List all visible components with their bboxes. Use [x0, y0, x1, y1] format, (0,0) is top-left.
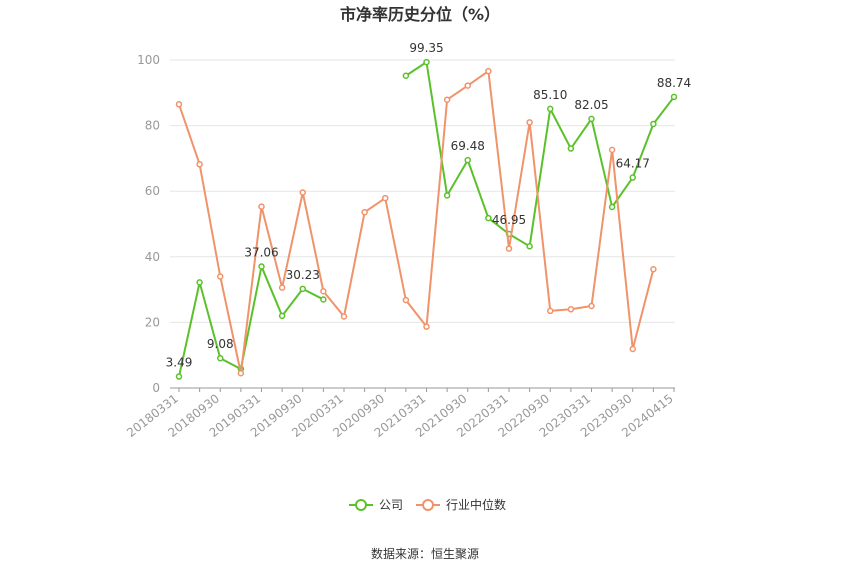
- industry-median-point: [629, 345, 636, 353]
- company-point: [464, 156, 471, 164]
- company-series-line: [405, 61, 675, 248]
- company-point: [299, 285, 306, 293]
- company-point: [588, 115, 595, 123]
- industry-median-point: [299, 189, 306, 196]
- data-label: 88.74: [657, 76, 691, 90]
- data-label: 9.08: [207, 337, 234, 351]
- industry-median-point: [505, 245, 513, 252]
- series-lines: [175, 58, 678, 380]
- grid-lines: [170, 59, 675, 323]
- company-series-line: [178, 265, 324, 377]
- data-source-text: 数据来源：恒生聚源: [371, 546, 479, 561]
- data-label: 30.23: [286, 268, 320, 282]
- data-labels: 3.49 9.08 37.06 30.23 99.35 69.48 46.95 85.10 82…: [166, 41, 692, 369]
- company-point: [650, 120, 657, 128]
- company-point: [278, 312, 286, 320]
- chart-title: 市净率历史分位（%）: [340, 5, 500, 24]
- company-point: [217, 354, 224, 362]
- data-label: 64.17: [616, 157, 650, 171]
- legend-industry-median-marker: [422, 499, 434, 511]
- y-tick-label: 100: [137, 53, 160, 67]
- legend-industry-median-label: 行业中位数: [446, 497, 506, 512]
- industry-median-point: [402, 296, 410, 304]
- industry-median-point: [423, 323, 430, 330]
- industry-median-point: [217, 273, 224, 280]
- company-point: [402, 72, 410, 79]
- industry-median-point: [650, 266, 657, 273]
- company-point: [547, 105, 554, 113]
- y-tick-label: 20: [145, 315, 160, 329]
- company-point: [196, 279, 203, 286]
- company-point: [423, 58, 430, 66]
- data-label: 99.35: [409, 41, 443, 55]
- industry-median-point: [196, 161, 203, 168]
- industry-median-point: [237, 369, 245, 377]
- industry-median-series-line: [178, 70, 655, 375]
- company-point: [175, 373, 183, 380]
- legend-company-label: 公司: [379, 498, 403, 512]
- industry-median-point: [175, 101, 183, 108]
- company-point: [526, 243, 533, 250]
- data-label: 85.10: [533, 88, 567, 102]
- legend[interactable]: 公司 行业中位数: [349, 497, 506, 512]
- industry-median-point: [526, 119, 533, 126]
- industry-median-point: [258, 203, 265, 210]
- data-label: 82.05: [574, 98, 608, 112]
- y-tick-label: 0: [152, 381, 160, 395]
- y-tick-label: 80: [145, 119, 160, 133]
- industry-median-point: [382, 194, 389, 202]
- legend-company-marker: [355, 499, 367, 511]
- industry-median-point: [464, 82, 471, 89]
- industry-median-point: [361, 208, 368, 216]
- company-point: [567, 145, 575, 152]
- y-tick-label: 40: [145, 250, 160, 264]
- company-point: [258, 263, 265, 270]
- industry-median-point: [567, 306, 575, 313]
- industry-median-point: [278, 284, 286, 291]
- data-label: 37.06: [244, 245, 278, 259]
- industry-median-point: [340, 313, 348, 320]
- industry-median-point: [320, 287, 327, 295]
- data-label: 3.49: [166, 356, 193, 370]
- company-point: [629, 174, 636, 181]
- industry-median-point: [443, 96, 451, 103]
- industry-median-point: [588, 302, 595, 310]
- company-point: [443, 192, 451, 199]
- company-point: [670, 93, 678, 101]
- company-point: [485, 214, 492, 222]
- data-label: 69.48: [451, 139, 485, 153]
- industry-median-point: [547, 307, 554, 315]
- company-point: [608, 203, 616, 211]
- y-tick-label: 60: [145, 184, 160, 198]
- industry-median-point: [608, 146, 616, 154]
- data-label: 46.95: [492, 213, 526, 227]
- company-point: [320, 296, 327, 303]
- industry-median-point: [485, 67, 492, 75]
